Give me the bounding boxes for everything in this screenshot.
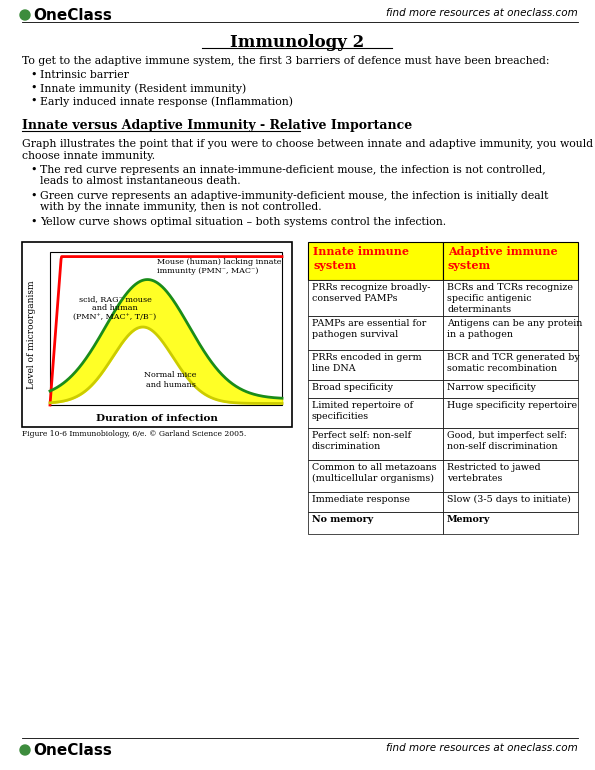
Bar <box>50 252 282 405</box>
Text: Duration of infection: Duration of infection <box>96 414 218 423</box>
Bar <box>443 398 578 428</box>
Text: Limited repertoire of
specificities: Limited repertoire of specificities <box>312 401 413 420</box>
Text: scid, RAG⁻ mouse
and human
(PMN⁺, MAC⁺, T/B⁻): scid, RAG⁻ mouse and human (PMN⁺, MAC⁺, … <box>73 295 156 321</box>
Bar <box>308 242 443 280</box>
Text: OneClass: OneClass <box>33 8 112 23</box>
Bar <box>308 460 443 492</box>
Bar <box>443 350 578 380</box>
Bar <box>443 280 578 316</box>
Text: •: • <box>30 83 36 93</box>
Text: BCR and TCR generated by
somatic recombination: BCR and TCR generated by somatic recombi… <box>447 353 580 373</box>
Text: Early induced innate response (Inflammation): Early induced innate response (Inflammat… <box>40 96 293 106</box>
Text: Innate versus Adaptive Immunity - Relative Importance: Innate versus Adaptive Immunity - Relati… <box>22 119 412 132</box>
Text: •: • <box>30 217 36 227</box>
Text: choose innate immunity.: choose innate immunity. <box>22 151 155 161</box>
Text: •: • <box>30 96 36 106</box>
Text: Normal mice
and humans: Normal mice and humans <box>145 371 197 389</box>
Bar <box>308 428 443 460</box>
Text: Huge specificity repertoire: Huge specificity repertoire <box>447 401 577 410</box>
Bar <box>443 242 578 280</box>
Text: Immunology 2: Immunology 2 <box>230 34 364 51</box>
Text: Mouse (human) lacking innate
immunity (PMN⁻, MAC⁻): Mouse (human) lacking innate immunity (P… <box>156 258 281 276</box>
Bar <box>443 316 578 350</box>
Bar <box>443 428 578 460</box>
Text: Green curve represents an adaptive-immunity-deficient mouse, the infection is in: Green curve represents an adaptive-immun… <box>40 191 549 201</box>
Text: Innate immunity (Resident immunity): Innate immunity (Resident immunity) <box>40 83 246 94</box>
Text: Intrinsic barrier: Intrinsic barrier <box>40 70 129 80</box>
Text: •: • <box>30 165 36 175</box>
Text: PRRs recognize broadly-
conserved PAMPs: PRRs recognize broadly- conserved PAMPs <box>312 283 431 303</box>
Text: To get to the adaptive immune system, the first 3 barriers of defence must have : To get to the adaptive immune system, th… <box>22 56 550 66</box>
Bar <box>308 380 443 398</box>
Text: Common to all metazoans
(multicellular organisms): Common to all metazoans (multicellular o… <box>312 463 437 483</box>
Text: •: • <box>30 70 36 80</box>
Text: Good, but imperfect self:
non-self discrimination: Good, but imperfect self: non-self discr… <box>447 431 567 450</box>
Text: Adaptive immune
system: Adaptive immune system <box>448 246 558 271</box>
Bar <box>308 512 443 534</box>
Text: leads to almost instantaneous death.: leads to almost instantaneous death. <box>40 176 240 186</box>
Bar <box>308 492 443 512</box>
Text: Immediate response: Immediate response <box>312 495 410 504</box>
Text: Antigens can be any protein
in a pathogen: Antigens can be any protein in a pathoge… <box>447 319 583 339</box>
Text: OneClass: OneClass <box>33 743 112 758</box>
Text: Broad specificity: Broad specificity <box>312 383 393 392</box>
Text: PAMPs are essential for
pathogen survival: PAMPs are essential for pathogen surviva… <box>312 319 426 339</box>
Text: find more resources at oneclass.com: find more resources at oneclass.com <box>386 743 578 753</box>
Text: Perfect self: non-self
discrimination: Perfect self: non-self discrimination <box>312 431 411 450</box>
Bar <box>443 512 578 534</box>
Bar <box>308 316 443 350</box>
Text: Memory: Memory <box>447 515 490 524</box>
Text: Narrow specificity: Narrow specificity <box>447 383 536 392</box>
Text: with by the innate immunity, then is not controlled.: with by the innate immunity, then is not… <box>40 202 322 212</box>
Text: PRRs encoded in germ
line DNA: PRRs encoded in germ line DNA <box>312 353 422 373</box>
Bar <box>308 280 443 316</box>
Text: Level of microorganism: Level of microorganism <box>27 280 36 389</box>
Bar <box>443 380 578 398</box>
Bar <box>308 398 443 428</box>
Text: Yellow curve shows optimal situation – both systems control the infection.: Yellow curve shows optimal situation – b… <box>40 217 446 227</box>
Text: Innate immune
system: Innate immune system <box>313 246 409 271</box>
Text: The red curve represents an innate-immune-deficient mouse, the infection is not : The red curve represents an innate-immun… <box>40 165 546 175</box>
Bar <box>443 492 578 512</box>
Text: No memory: No memory <box>312 515 373 524</box>
Circle shape <box>20 745 30 755</box>
Text: find more resources at oneclass.com: find more resources at oneclass.com <box>386 8 578 18</box>
Text: •: • <box>30 191 36 201</box>
Text: Restricted to jawed
vertebrates: Restricted to jawed vertebrates <box>447 463 541 483</box>
Circle shape <box>20 10 30 20</box>
Text: BCRs and TCRs recognize
specific antigenic
determinants: BCRs and TCRs recognize specific antigen… <box>447 283 573 313</box>
Bar <box>22 242 292 427</box>
Text: Figure 10-6 Immunobiology, 6/e. © Garland Science 2005.: Figure 10-6 Immunobiology, 6/e. © Garlan… <box>22 430 246 438</box>
Text: Graph illustrates the point that if you were to choose between innate and adapti: Graph illustrates the point that if you … <box>22 139 593 149</box>
Bar <box>308 350 443 380</box>
Text: Slow (3-5 days to initiate): Slow (3-5 days to initiate) <box>447 495 571 504</box>
Bar <box>443 460 578 492</box>
